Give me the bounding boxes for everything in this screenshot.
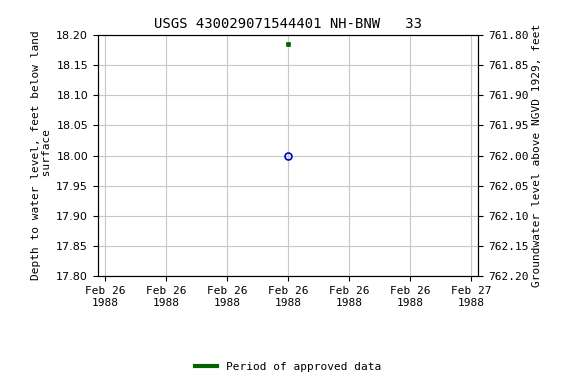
Y-axis label: Groundwater level above NGVD 1929, feet: Groundwater level above NGVD 1929, feet <box>532 24 543 287</box>
Y-axis label: Depth to water level, feet below land
 surface: Depth to water level, feet below land su… <box>31 31 52 280</box>
Title: USGS 430029071544401 NH-BNW   33: USGS 430029071544401 NH-BNW 33 <box>154 17 422 31</box>
Legend: Period of approved data: Period of approved data <box>191 358 385 377</box>
